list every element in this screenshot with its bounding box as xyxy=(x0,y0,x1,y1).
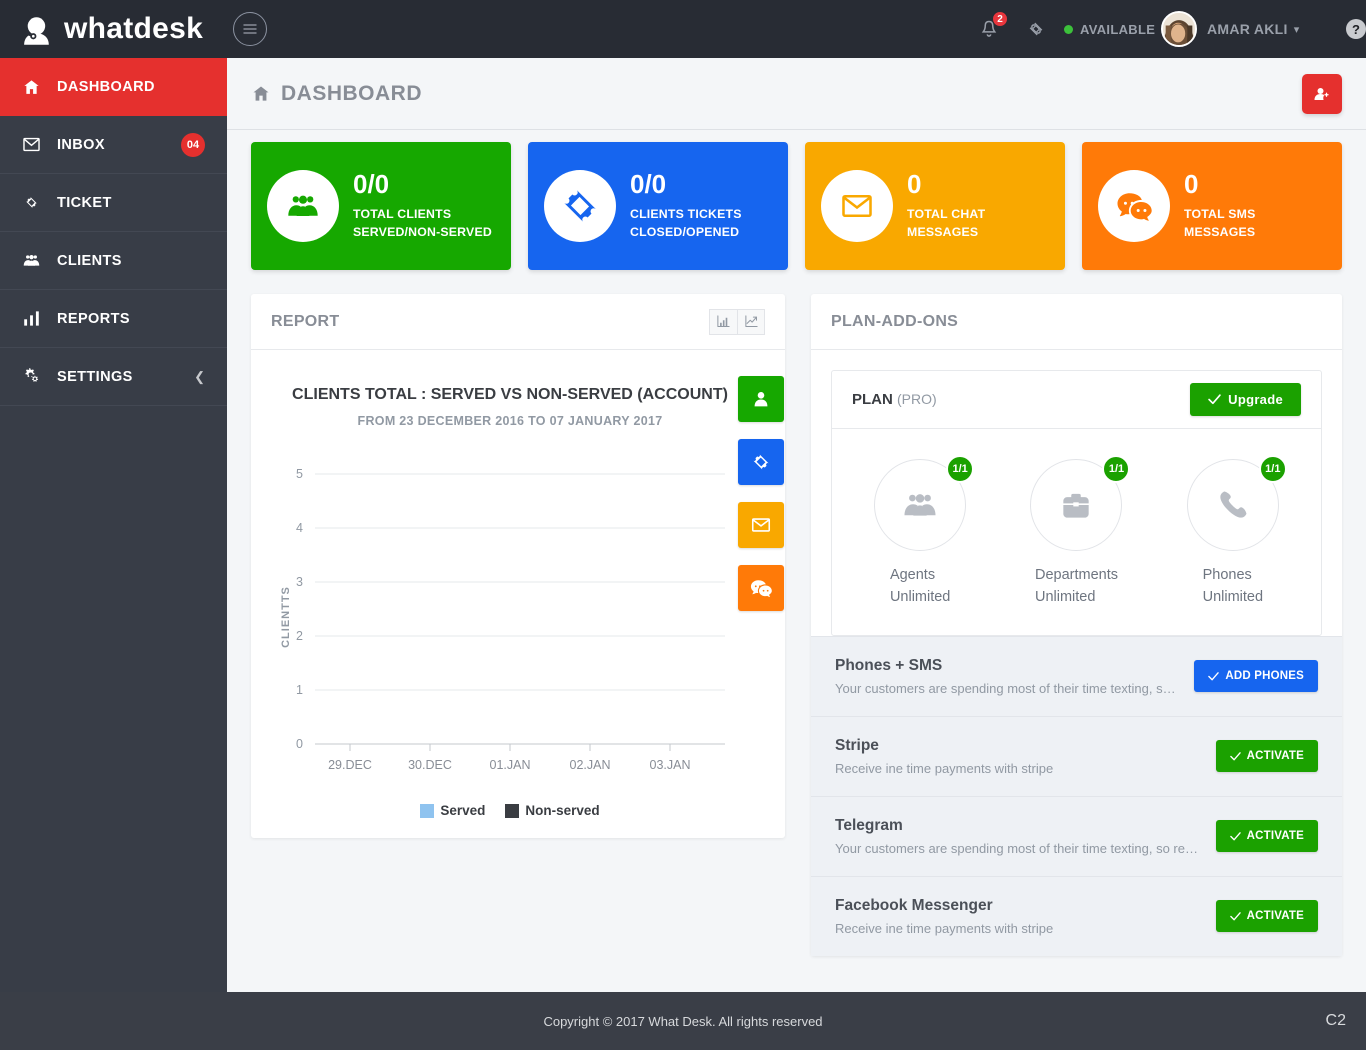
svg-text:01.JAN: 01.JAN xyxy=(490,758,531,772)
svg-text:0: 0 xyxy=(296,737,303,751)
svg-text:02.JAN: 02.JAN xyxy=(570,758,611,772)
svg-text:2: 2 xyxy=(296,629,303,643)
svg-text:30.DEC: 30.DEC xyxy=(408,758,452,772)
svg-text:CLIENTTS: CLIENTTS xyxy=(280,586,292,648)
svg-text:4: 4 xyxy=(296,521,303,535)
svg-text:03.JAN: 03.JAN xyxy=(650,758,691,772)
svg-text:1: 1 xyxy=(296,683,303,697)
svg-text:3: 3 xyxy=(296,575,303,589)
svg-text:29.DEC: 29.DEC xyxy=(328,758,372,772)
svg-text:5: 5 xyxy=(296,467,303,481)
